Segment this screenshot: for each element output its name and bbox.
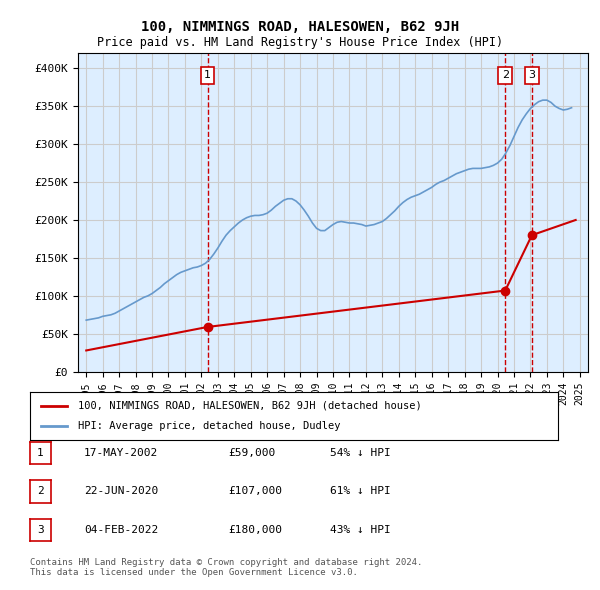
Text: 43% ↓ HPI: 43% ↓ HPI bbox=[330, 525, 391, 535]
Text: 3: 3 bbox=[529, 70, 535, 80]
Text: £180,000: £180,000 bbox=[228, 525, 282, 535]
Text: Contains HM Land Registry data © Crown copyright and database right 2024.
This d: Contains HM Land Registry data © Crown c… bbox=[30, 558, 422, 577]
Text: £107,000: £107,000 bbox=[228, 487, 282, 496]
Text: 3: 3 bbox=[37, 525, 44, 535]
Text: 2: 2 bbox=[502, 70, 509, 80]
Text: 2: 2 bbox=[37, 487, 44, 496]
Text: HPI: Average price, detached house, Dudley: HPI: Average price, detached house, Dudl… bbox=[77, 421, 340, 431]
Text: 100, NIMMINGS ROAD, HALESOWEN, B62 9JH: 100, NIMMINGS ROAD, HALESOWEN, B62 9JH bbox=[141, 19, 459, 34]
Text: 22-JUN-2020: 22-JUN-2020 bbox=[84, 487, 158, 496]
Text: £59,000: £59,000 bbox=[228, 448, 275, 458]
Text: 04-FEB-2022: 04-FEB-2022 bbox=[84, 525, 158, 535]
Text: 100, NIMMINGS ROAD, HALESOWEN, B62 9JH (detached house): 100, NIMMINGS ROAD, HALESOWEN, B62 9JH (… bbox=[77, 401, 421, 411]
Text: 17-MAY-2002: 17-MAY-2002 bbox=[84, 448, 158, 458]
Text: Price paid vs. HM Land Registry's House Price Index (HPI): Price paid vs. HM Land Registry's House … bbox=[97, 36, 503, 49]
Text: 1: 1 bbox=[204, 70, 211, 80]
Text: 61% ↓ HPI: 61% ↓ HPI bbox=[330, 487, 391, 496]
Text: 1: 1 bbox=[37, 448, 44, 458]
Text: 54% ↓ HPI: 54% ↓ HPI bbox=[330, 448, 391, 458]
